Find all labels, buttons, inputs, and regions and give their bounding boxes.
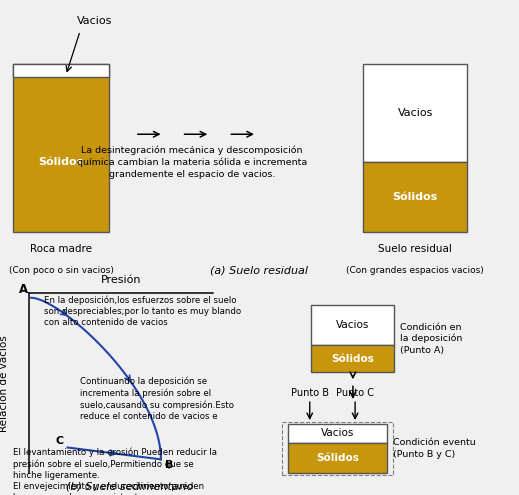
Text: B: B — [165, 460, 173, 470]
Text: El levantamiento y la erosión Pueden reducir la
presión sobre el suelo,Permitien: El levantamiento y la erosión Pueden red… — [13, 447, 217, 495]
Text: (a) Suelo residual: (a) Suelo residual — [211, 265, 308, 275]
Text: C: C — [55, 436, 63, 446]
Bar — [311, 305, 394, 346]
Text: Vacios: Vacios — [77, 16, 112, 26]
Text: Condición eventu
(Punto B y C): Condición eventu (Punto B y C) — [393, 439, 475, 458]
Bar — [282, 422, 393, 475]
Bar — [363, 64, 467, 162]
Text: Suelo residual: Suelo residual — [378, 245, 452, 254]
Text: Continuando la deposición se
incrementa la presión sobre el
suelo,causando su co: Continuando la deposición se incrementa … — [80, 376, 235, 421]
Text: La desintegración mecánica y descomposición
química cambian la materia sólida e : La desintegración mecánica y descomposic… — [77, 146, 307, 179]
Text: Punto C: Punto C — [336, 388, 374, 398]
Text: (Con grandes espacios vacios): (Con grandes espacios vacios) — [346, 266, 484, 275]
Bar — [13, 64, 109, 232]
Text: Vacios: Vacios — [336, 320, 370, 330]
Text: Sólidos: Sólidos — [392, 192, 438, 202]
Bar — [288, 443, 387, 473]
Text: Roca madre: Roca madre — [30, 245, 92, 254]
Text: Relación de vacios: Relación de vacios — [0, 335, 9, 432]
Text: Punto B: Punto B — [291, 388, 329, 398]
Text: (b) Suele sedimentario: (b) Suele sedimentario — [66, 482, 194, 492]
Text: Condición en
la deposición
(Punto A): Condición en la deposición (Punto A) — [400, 323, 462, 354]
Text: Sólidos: Sólidos — [332, 354, 374, 364]
Bar — [363, 162, 467, 232]
Bar — [288, 424, 387, 443]
Text: Vacios: Vacios — [398, 108, 433, 118]
Text: Vacios: Vacios — [321, 428, 354, 438]
Text: Sólidos: Sólidos — [316, 453, 359, 463]
Bar — [311, 346, 394, 372]
Text: A: A — [19, 283, 29, 296]
Text: En la deposición,los esfuerzos sobre el suelo
son despreciables;por lo tanto es : En la deposición,los esfuerzos sobre el … — [44, 295, 241, 327]
Text: Sólidos: Sólidos — [38, 157, 84, 167]
Text: Presión: Presión — [100, 275, 141, 285]
Text: (Con poco o sin vacios): (Con poco o sin vacios) — [8, 266, 114, 275]
Bar — [13, 64, 109, 77]
